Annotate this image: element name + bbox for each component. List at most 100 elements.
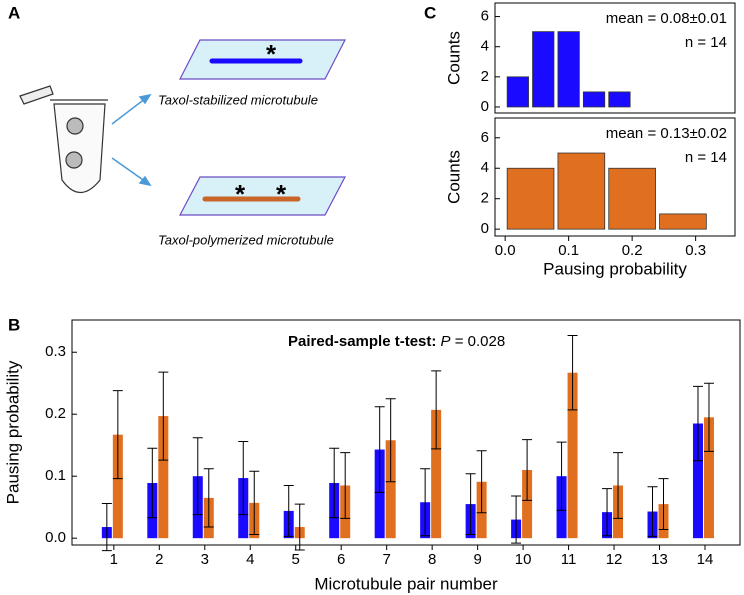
- error-bar: [374, 406, 385, 493]
- error-bar: [340, 452, 351, 519]
- bar: [431, 409, 442, 539]
- y-tick-label: 2: [481, 190, 489, 207]
- x-tick-label: 9: [473, 551, 481, 568]
- annotation: mean = 0.13±0.02: [606, 125, 727, 142]
- panel-label: C: [424, 3, 436, 22]
- annotation-italic: P: [441, 333, 451, 350]
- panel-label: A: [8, 3, 20, 22]
- y-axis-label: Pausing probability: [3, 360, 22, 504]
- y-tick-label: 0: [481, 220, 489, 237]
- y-tick-label: 0.0: [45, 529, 66, 546]
- y-tick-label: 6: [481, 8, 489, 25]
- test-annotation: Paired-sample t-test: P = 0.028: [288, 333, 505, 350]
- x-tick-label: 1: [110, 551, 118, 568]
- annotation-text: = 0.028: [455, 333, 505, 350]
- y-axis-label: Counts: [444, 150, 463, 204]
- error-bar: [613, 452, 624, 519]
- y-tick-label: 4: [481, 38, 489, 55]
- x-tick-label: 3: [201, 551, 209, 568]
- x-tick-label: 6: [337, 551, 345, 568]
- error-bar: [385, 398, 396, 483]
- error-bar: [238, 440, 249, 516]
- bar: [703, 417, 714, 539]
- error-bar: [692, 385, 703, 462]
- bar: [112, 434, 123, 539]
- caption: Taxol-polymerized microtubule: [158, 232, 334, 247]
- asterisk: *: [276, 179, 287, 209]
- error-bar: [511, 495, 522, 544]
- y-tick-label: 0.2: [45, 405, 66, 422]
- histogram-bar: [582, 91, 606, 108]
- error-bar: [567, 334, 578, 411]
- error-bar: [192, 437, 203, 516]
- error-bar: [283, 484, 294, 537]
- histogram-bar: [557, 31, 580, 108]
- x-tick-label: 10: [515, 551, 532, 568]
- y-tick-label: 6: [481, 129, 489, 146]
- error-bar: [203, 468, 214, 528]
- x-tick-label: 0.1: [558, 242, 579, 259]
- error-bar: [556, 441, 567, 511]
- tube: [19, 85, 108, 194]
- bar: [692, 423, 703, 539]
- asterisk: *: [266, 39, 277, 69]
- histogram-bar: [608, 91, 631, 108]
- error-bar: [602, 488, 613, 537]
- y-tick-label: 0: [481, 98, 489, 115]
- histogram-bar: [506, 167, 555, 230]
- y-axis-label: Counts: [444, 31, 463, 85]
- error-bar: [101, 502, 112, 552]
- error-bar: [476, 450, 487, 514]
- annotation: n = 14: [685, 149, 727, 166]
- x-tick-label: 0.0: [495, 242, 516, 259]
- y-tick-label: 0.3: [45, 343, 66, 360]
- y-tick-label: 4: [481, 159, 489, 176]
- plot-frame: [71, 319, 741, 546]
- bar: [374, 449, 385, 539]
- x-tick-label: 13: [651, 551, 668, 568]
- y-tick-label: 2: [481, 68, 489, 85]
- annotation-bold: Paired-sample t-test:: [288, 333, 436, 350]
- error-bar: [147, 447, 158, 519]
- histogram-bar: [608, 167, 656, 230]
- x-tick-label: 0.2: [622, 242, 643, 259]
- error-bar: [112, 390, 123, 480]
- bar: [158, 416, 169, 539]
- x-tick-label: 11: [561, 551, 577, 568]
- annotation: n = 14: [685, 34, 727, 51]
- histogram-bar: [506, 76, 529, 108]
- error-bar: [158, 371, 169, 461]
- bar: [522, 470, 533, 539]
- histogram-bar: [659, 213, 707, 230]
- panel-label: B: [8, 315, 20, 334]
- bar: [385, 440, 396, 539]
- x-tick-label: 5: [292, 551, 300, 568]
- y-tick-label: 0.1: [45, 467, 66, 484]
- x-tick-label: 0.3: [685, 242, 706, 259]
- x-axis-label: Microtubule pair number: [314, 574, 498, 593]
- error-bar: [647, 486, 658, 537]
- plot-frame: [494, 2, 736, 114]
- error-bar: [658, 478, 669, 531]
- slide: [179, 176, 346, 216]
- x-tick-label: 14: [697, 551, 714, 568]
- error-bar: [294, 503, 305, 551]
- error-bar: [249, 470, 260, 535]
- histogram-bar: [532, 31, 555, 108]
- caption: Taxol-stabilized microtubule: [158, 92, 318, 107]
- annotation: mean = 0.08±0.01: [606, 10, 727, 27]
- error-bar: [522, 439, 533, 501]
- bar: [567, 372, 578, 539]
- x-tick-label: 7: [383, 551, 391, 568]
- x-axis-label: Pausing probability: [543, 259, 687, 278]
- arrow: [111, 93, 152, 187]
- error-bar: [431, 370, 442, 450]
- x-tick-label: 4: [246, 551, 254, 568]
- x-tick-label: 2: [155, 551, 163, 568]
- plot-frame: [494, 117, 736, 237]
- error-bar: [420, 468, 431, 537]
- x-tick-label: 8: [428, 551, 436, 568]
- error-bar: [703, 382, 714, 452]
- asterisk: *: [235, 179, 246, 209]
